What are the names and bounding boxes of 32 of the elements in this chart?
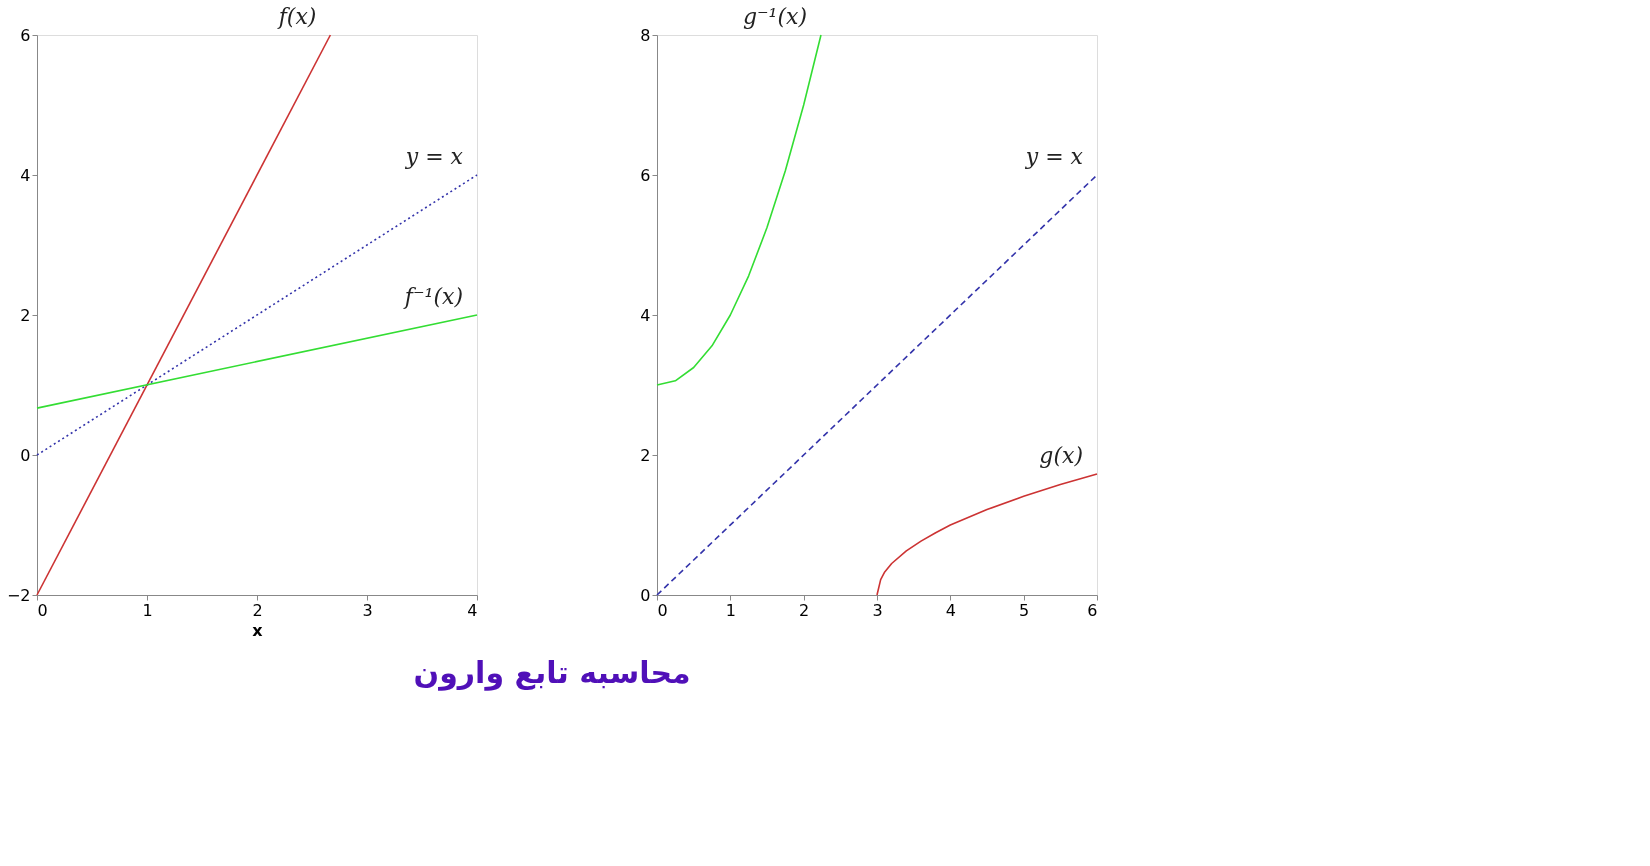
x-axis-title: x bbox=[252, 620, 264, 640]
x-tick-label: 3 bbox=[362, 600, 373, 620]
y-tick-label: 0 bbox=[640, 585, 651, 605]
x-tick-label: 0 bbox=[657, 600, 668, 620]
y-tick-label: 2 bbox=[640, 445, 651, 465]
y-tick-label: 4 bbox=[640, 305, 651, 325]
x-tick-label: 6 bbox=[1087, 600, 1098, 620]
y-tick-label: −2 bbox=[6, 585, 31, 605]
x-tick-label: 4 bbox=[467, 600, 478, 620]
y-tick-label: 0 bbox=[20, 445, 31, 465]
series-label: y = x bbox=[1024, 144, 1084, 169]
series-label: g⁻¹(x) bbox=[742, 4, 807, 29]
x-tick-label: 1 bbox=[142, 600, 153, 620]
x-tick-label: 3 bbox=[872, 600, 883, 620]
text: محاسبه تابع وارون bbox=[413, 654, 691, 691]
x-tick-label: 5 bbox=[1019, 600, 1030, 620]
y-tick-label: 6 bbox=[20, 25, 31, 45]
x-tick-label: 1 bbox=[725, 600, 736, 620]
line-series bbox=[876, 473, 1098, 596]
x-tick-label: 2 bbox=[252, 600, 263, 620]
line-series bbox=[656, 34, 822, 386]
series-label: f⁻¹(x) bbox=[402, 284, 463, 309]
x-tick-label: 2 bbox=[799, 600, 810, 620]
x-tick-label: 4 bbox=[945, 600, 956, 620]
x-tick-label: 0 bbox=[37, 600, 48, 620]
series-label: f(x) bbox=[276, 4, 317, 29]
y-tick-label: 2 bbox=[20, 305, 31, 325]
series-label: y = x bbox=[404, 144, 464, 169]
y-tick-label: 6 bbox=[640, 165, 651, 185]
y-tick-label: 4 bbox=[20, 165, 31, 185]
y-tick-label: 8 bbox=[640, 25, 651, 45]
series-label: g(x) bbox=[1039, 442, 1083, 468]
